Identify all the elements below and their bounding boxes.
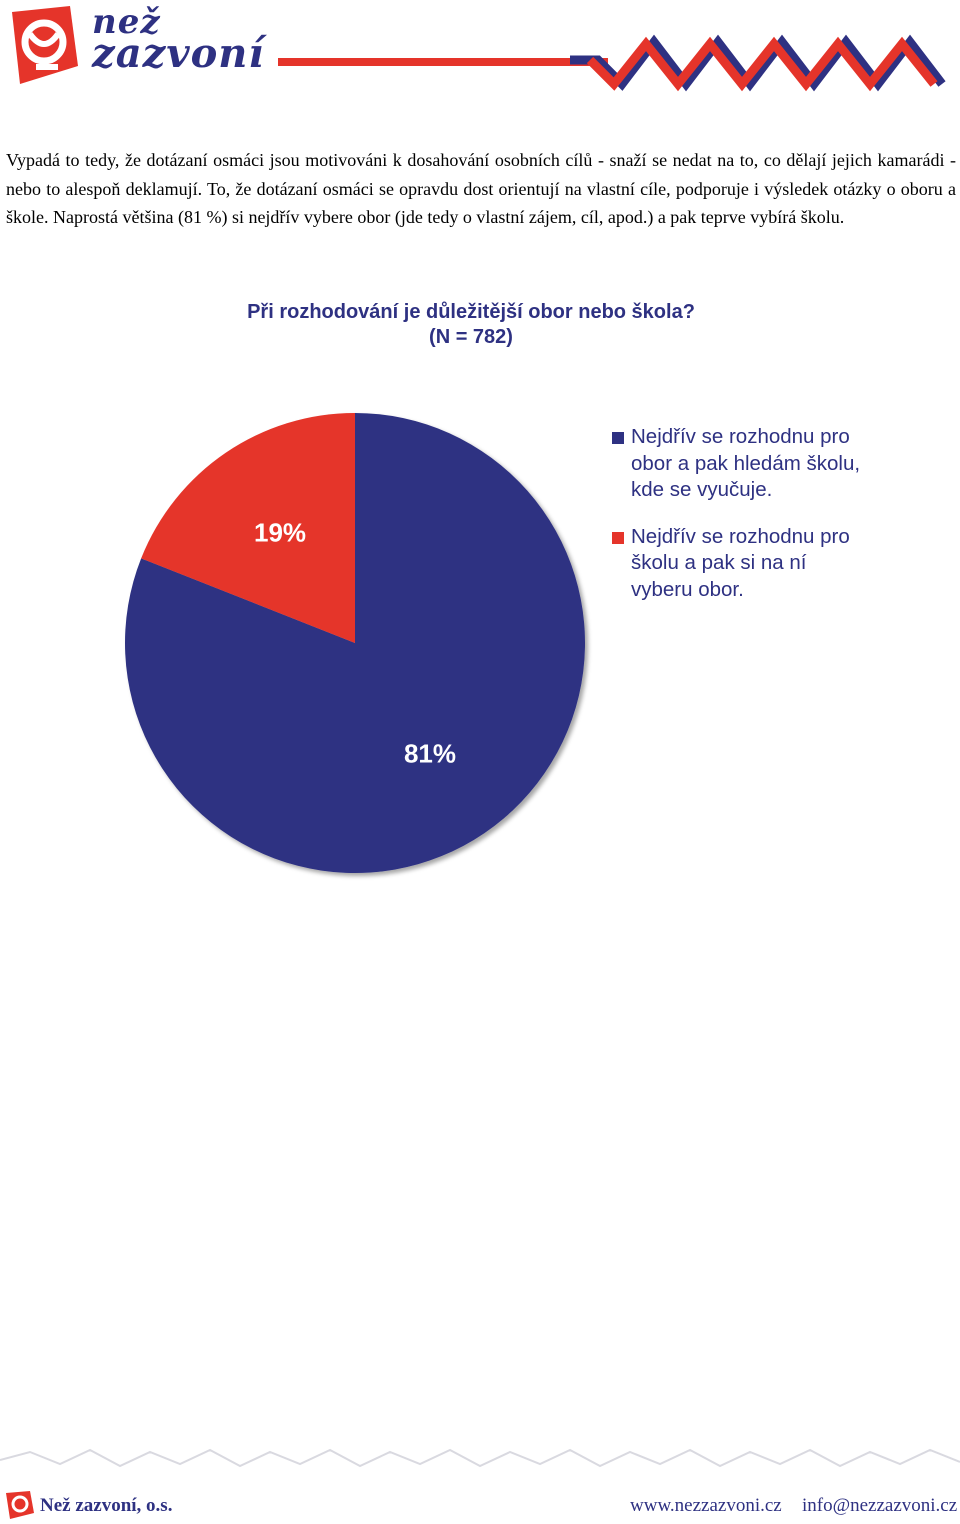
legend-swatch: [612, 432, 624, 444]
legend-swatch: [612, 531, 624, 544]
footer-organization: Než zazvoní, o.s.: [40, 1495, 173, 1516]
pie-data-label-1: 19%: [254, 518, 306, 548]
chart-title: Při rozhodování je důležitější obor nebo…: [247, 301, 695, 323]
footer-website-link[interactable]: www.nezzazvoni.cz: [630, 1495, 782, 1516]
page-header: než zazvoní: [0, 0, 960, 100]
legend-label: Nejdřív se rozhodnu pro obor a pak hledá…: [631, 425, 861, 501]
pie-data-label-0: 81%: [404, 738, 456, 768]
logo-line-1: než: [92, 2, 161, 42]
logo-text: než zazvoní: [92, 2, 265, 77]
body-paragraph: Vypadá to tedy, že dotázaní osmáci jsou …: [6, 150, 956, 227]
legend-label: Nejdřív se rozhodnu pro školu a pak si n…: [631, 524, 850, 601]
header-red-line: [278, 58, 608, 66]
page-footer: [0, 1440, 960, 1524]
chart-title-block: Při rozhodování je důležitější obor nebo…: [0, 300, 942, 350]
footer-wave-decoration: [0, 1448, 960, 1468]
legend-item: Nejdřív se rozhodnu pro obor a pak hledá…: [612, 424, 872, 504]
bell-logo-small-icon: [6, 1491, 34, 1519]
pie-slice-1: [141, 413, 355, 643]
legend-item: Nejdřív se rozhodnu pro školu a pak si n…: [612, 524, 872, 604]
bell-logo-icon: [12, 6, 78, 84]
pie-chart: 81% 19%: [125, 413, 586, 873]
logo-line-2: zazvoní: [92, 30, 265, 77]
footer-email-link[interactable]: info@nezzazvoni.cz: [802, 1495, 958, 1516]
zigzag-decoration: [570, 34, 946, 92]
chart-legend: Nejdřív se rozhodnu pro obor a pak hledá…: [612, 424, 872, 623]
chart-subtitle: (N = 782): [429, 326, 513, 348]
